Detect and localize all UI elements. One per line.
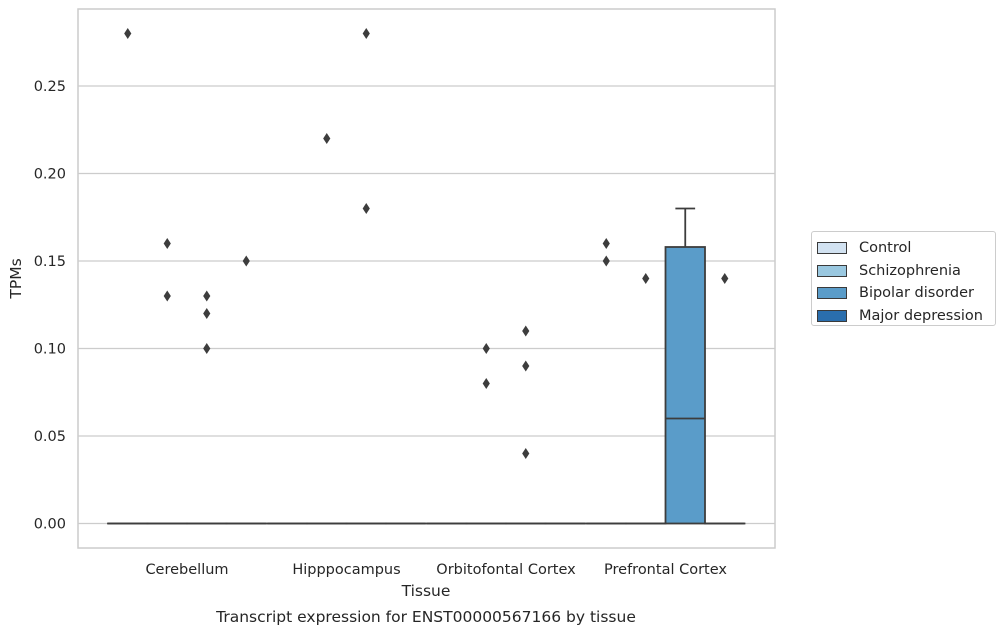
outlier-point (721, 273, 729, 284)
x-tick-labels: Cerebellum Hipppocampus Orbitofontal Corte… (145, 562, 727, 578)
outlier-point (602, 255, 610, 267)
y-tick-label: 0.00 (34, 517, 66, 533)
outlier-point (323, 133, 331, 144)
x-axis-title: Tissue (401, 582, 451, 600)
legend-swatch-control (817, 242, 847, 255)
outlier-point (203, 343, 211, 354)
legend-item-control: Control (817, 237, 995, 260)
outlier-point (163, 290, 171, 302)
legend-label-major-depression: Major depression (859, 307, 983, 324)
box-group (465, 343, 507, 525)
y-tick-label: 0.10 (34, 342, 66, 358)
outlier-point (242, 255, 250, 267)
box-group (505, 325, 547, 525)
y-tick-label: 0.05 (34, 429, 66, 445)
y-tick-labels: 0.00 0.05 0.10 0.15 0.20 0.25 (34, 79, 66, 533)
outlier-point (362, 203, 370, 214)
legend-label-bipolar-disorder: Bipolar disorder (859, 285, 974, 302)
outlier-point (482, 378, 490, 389)
legend-swatch-schizophrenia (817, 264, 847, 277)
box-group (186, 290, 228, 525)
outlier-point (522, 325, 530, 337)
outlier-point (203, 290, 211, 302)
box-group (585, 238, 627, 525)
legend-label-schizophrenia: Schizophrenia (859, 262, 961, 279)
box-group (107, 28, 149, 525)
legend-item-bipolar-disorder: Bipolar disorder (817, 282, 995, 305)
legend-swatch-bipolar-disorder (817, 287, 847, 300)
y-tick-label: 0.20 (34, 167, 66, 183)
outlier-point (602, 238, 610, 249)
plot-area-frame (77, 8, 776, 549)
outlier-point (642, 273, 650, 284)
legend-label-control: Control (859, 240, 912, 257)
x-tick-label: Prefrontal Cortex (604, 562, 727, 578)
legend: Control Schizophrenia Bipolar disorder M… (811, 231, 996, 326)
x-tick-label: Orbitofontal Cortex (436, 562, 576, 578)
box-group (664, 207, 706, 525)
legend-swatch-major-depression (817, 309, 847, 322)
x-tick-label: Hipppocampus (292, 562, 400, 578)
box-group (704, 273, 746, 525)
y-tick-label: 0.15 (34, 254, 66, 270)
outlier-point (522, 360, 530, 372)
box-group (146, 238, 188, 525)
chart-caption: Transcript expression for ENST0000056716… (215, 608, 636, 626)
box-group (625, 273, 667, 525)
box-group (345, 28, 387, 525)
outlier-point (203, 308, 211, 319)
x-tick-label: Cerebellum (145, 562, 228, 578)
box-group (225, 255, 267, 525)
outlier-point (482, 343, 490, 354)
outlier-point (124, 28, 132, 39)
y-tick-label: 0.25 (34, 79, 66, 95)
outlier-point (163, 238, 171, 249)
box-group (306, 133, 348, 525)
legend-item-schizophrenia: Schizophrenia (817, 260, 995, 283)
y-axis-title: TPMs (7, 258, 25, 299)
box-marks (107, 28, 746, 525)
box (664, 246, 706, 525)
legend-item-major-depression: Major depression (817, 305, 995, 328)
outlier-point (522, 448, 530, 459)
outlier-point (362, 28, 370, 39)
